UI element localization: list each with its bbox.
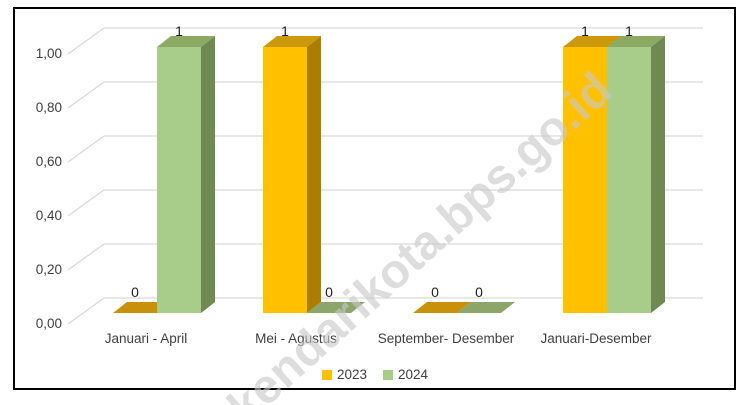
x-axis-category-label: Januari - April [105,331,188,346]
legend-swatch-2024 [383,369,393,380]
bar-zero-2023 [413,302,471,313]
gridline-stub [67,243,105,271]
gridline-stub [67,27,105,55]
bar-zero-2024 [307,302,365,313]
x-axis-category-label: Mei - Agustus [255,331,337,346]
bar-top-2023 [263,36,321,47]
bar-top-2023 [563,36,621,47]
legend-swatch-2023 [321,369,332,380]
data-label: 0 [131,284,139,300]
legend-item-2023: 2023 [321,367,367,382]
y-axis-tick-label: 0,40 [36,208,62,223]
bar-side-2024 [651,36,665,313]
data-label: 1 [581,23,589,39]
bar-2023 [263,47,307,313]
x-axis-category-label: Januari-Desember [540,331,652,346]
legend-label-2024: 2024 [398,367,429,382]
bar-2023 [563,47,607,313]
bar-top-2024 [157,36,215,47]
y-axis-tick-label: 0,20 [36,262,62,277]
bar-zero-2024 [457,302,515,313]
gridline-stub [67,297,105,325]
bar-2024 [607,47,651,313]
y-axis-tick-label: 0,00 [36,316,62,331]
bar-side-2024 [201,36,215,313]
legend-item-2024: 2024 [383,367,428,382]
legend-label-2023: 2023 [336,367,367,382]
x-axis-category-label: September- Desember [378,331,515,346]
gridline-stub [67,135,105,163]
gridline-stub [67,189,105,217]
bar-top-2024 [607,36,665,47]
data-label: 1 [281,23,289,39]
bar-zero-2023 [113,302,171,313]
data-label: 0 [475,284,483,300]
y-axis-tick-label: 0,80 [36,100,62,115]
y-axis-tick-label: 1,00 [36,46,62,61]
legend: 2023 2024 [14,367,736,382]
data-label: 1 [175,23,183,39]
data-label: 0 [325,284,333,300]
data-label: 0 [431,284,439,300]
data-label: 1 [625,23,633,39]
bar-side-2023 [307,36,321,313]
bar-2024 [157,47,201,313]
y-axis-tick-label: 0,60 [36,154,62,169]
gridline-stub [67,81,105,109]
